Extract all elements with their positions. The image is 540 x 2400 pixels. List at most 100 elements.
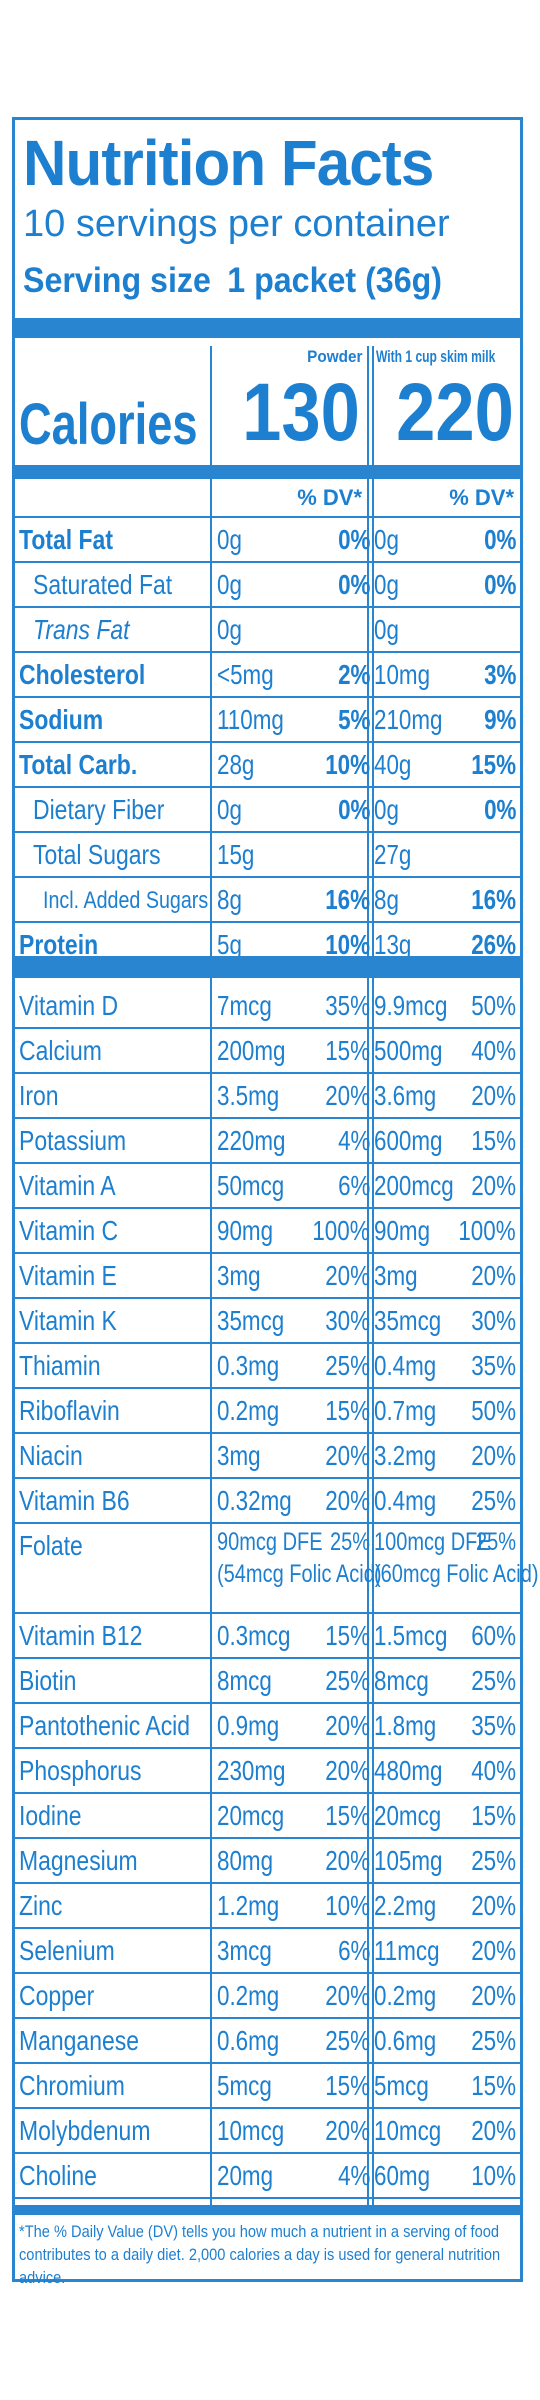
nutrient-row: Sodium 110mg 5% 210mg 9% (15, 698, 520, 743)
dv-powder: 10% (325, 749, 370, 780)
dv-with-milk: 16% (471, 884, 516, 915)
amount-with-milk: 0.2mg (374, 1980, 437, 2011)
row-divider (15, 606, 520, 608)
vitamin-row: Phosphorus 230mg 20% 480mg 40% (15, 1749, 520, 1794)
nutrient-row: Dietary Fiber 0g 0% 0g 0% (15, 788, 520, 833)
nutrient-row: Total Carb. 28g 10% 40g 15% (15, 743, 520, 788)
amount-with-milk: 40g (374, 749, 412, 780)
footnote: *The % Daily Value (DV) tells you how mu… (19, 2222, 501, 2287)
row-divider (15, 1252, 520, 1254)
amount-with-milk: 8g (374, 884, 399, 915)
row-divider (15, 2017, 520, 2019)
dv-powder: 2% (337, 659, 370, 690)
nutrient-name: Total Fat (19, 524, 113, 555)
nutrient-name: Chromium (19, 2070, 125, 2101)
amount-with-milk: 480mg (374, 1755, 443, 1786)
amount-powder: 3mg (217, 1440, 261, 1471)
amount-with-milk: 105mg (374, 1845, 443, 1876)
dv-powder: 6% (337, 1935, 370, 1966)
amount-with-milk: 0g (374, 569, 399, 600)
nutrient-row: Saturated Fat 0g 0% 0g 0% (15, 563, 520, 608)
amount-powder: 0.6mg (217, 2025, 280, 2056)
amount-with-milk: 1.5mcg (374, 1620, 448, 1651)
amount-powder: 0g (217, 524, 242, 555)
amount-with-milk: 0.4mg (374, 1485, 437, 1516)
row-divider (15, 1657, 520, 1659)
dv-with-milk: 50% (471, 990, 516, 1021)
amount-with-milk: 8mcg (374, 1665, 429, 1696)
amount-powder: 20mcg (217, 1800, 285, 1831)
dv-powder: 0% (337, 794, 370, 825)
vitamin-row: Selenium 3mcg 6% 11mcg 20% (15, 1929, 520, 1974)
dv-with-milk: 20% (471, 2115, 516, 2146)
vitamin-row: Folate 90mcg DFE 25% 100mcg DFE 25% (54mcg Fo… (15, 1524, 539, 1614)
column-header-powder: Powder (306, 347, 362, 366)
thick-rule-calories (15, 465, 520, 479)
amount-powder: 5mcg (217, 2070, 272, 2101)
dv-powder: 20% (325, 1845, 370, 1876)
amount-with-milk: 0.7mg (374, 1395, 437, 1426)
amount-powder: 10mcg (217, 2115, 285, 2146)
dv-with-milk: 15% (471, 1125, 516, 1156)
amount-powder: 90mcg DFE (217, 1528, 323, 1556)
dv-with-milk: 26% (471, 929, 516, 960)
row-divider (15, 1117, 520, 1119)
dv-with-milk: 25% (471, 1665, 516, 1696)
nutrient-name: Vitamin A (19, 1170, 116, 1201)
amount-with-milk: 13g (374, 929, 412, 960)
amount-powder: 50mcg (217, 1170, 285, 1201)
dv-with-milk: 15% (471, 1800, 516, 1831)
row-divider (15, 1612, 520, 1614)
amount-with-milk: 0g (374, 614, 399, 645)
vitamin-row: Vitamin B12 0.3mcg 15% 1.5mcg 60% (15, 1614, 520, 1659)
row-divider (15, 2152, 520, 2154)
row-divider (15, 651, 520, 653)
amount-powder: 0g (217, 794, 242, 825)
nutrient-name: Iodine (19, 1800, 82, 1831)
dv-with-milk: 25% (471, 1485, 516, 1516)
vitamin-row: Riboflavin 0.2mg 15% 0.7mg 50% (15, 1389, 520, 1434)
nutrient-name: Dietary Fiber (33, 794, 165, 825)
dv-powder: 20% (325, 1710, 370, 1741)
row-divider (15, 1072, 520, 1074)
amount-with-milk: 5mcg (374, 2070, 429, 2101)
vitamin-row: Manganese 0.6mg 25% 0.6mg 25% (15, 2019, 520, 2064)
nutrient-name: Vitamin K (19, 1305, 117, 1336)
dv-with-milk: 25% (471, 1845, 516, 1876)
dv-powder: 10% (325, 929, 370, 960)
vitamin-row: Vitamin A 50mcg 6% 200mcg 20% (15, 1164, 520, 1209)
row-divider (15, 696, 520, 698)
folic-acid-powder: (54mcg Folic Acid) (217, 1560, 382, 1588)
nutrient-name: Calcium (19, 1035, 102, 1066)
vitamin-row: Molybdenum 10mcg 20% 10mcg 20% (15, 2109, 520, 2154)
amount-with-milk: 0g (374, 524, 399, 555)
dv-powder: 100% (312, 1215, 370, 1246)
dv-with-milk: 20% (471, 1890, 516, 1921)
amount-powder: 20mg (217, 2160, 274, 2191)
row-divider (15, 1702, 520, 1704)
amount-powder: 5g (217, 929, 242, 960)
row-divider (15, 1387, 520, 1389)
nutrient-name: Selenium (19, 1935, 115, 1966)
row-divider (15, 921, 520, 923)
nutrient-name: Iron (19, 1080, 59, 1111)
dv-powder: 25% (329, 1528, 370, 1556)
dv-with-milk: 15% (471, 749, 516, 780)
row-divider (15, 1297, 520, 1299)
amount-powder: 28g (217, 749, 255, 780)
amount-with-milk: 90mg (374, 1215, 431, 1246)
amount-with-milk: 210mg (374, 704, 443, 735)
dv-with-milk: 20% (471, 1935, 516, 1966)
amount-with-milk: 100mcg DFE (374, 1528, 491, 1556)
row-divider (15, 1432, 520, 1434)
serving-size-label: Serving size (23, 261, 211, 300)
dv-with-milk: 40% (471, 1755, 516, 1786)
dv-powder: 35% (325, 990, 370, 1021)
dv-powder: 20% (325, 1080, 370, 1111)
dv-powder: 6% (337, 1170, 370, 1201)
dv-with-milk: 20% (471, 1170, 516, 1201)
servings-per-container: 10 servings per container (23, 203, 450, 245)
dv-powder: 15% (325, 1035, 370, 1066)
nutrient-name: Manganese (19, 2025, 140, 2056)
dv-with-milk: 10% (471, 2160, 516, 2191)
